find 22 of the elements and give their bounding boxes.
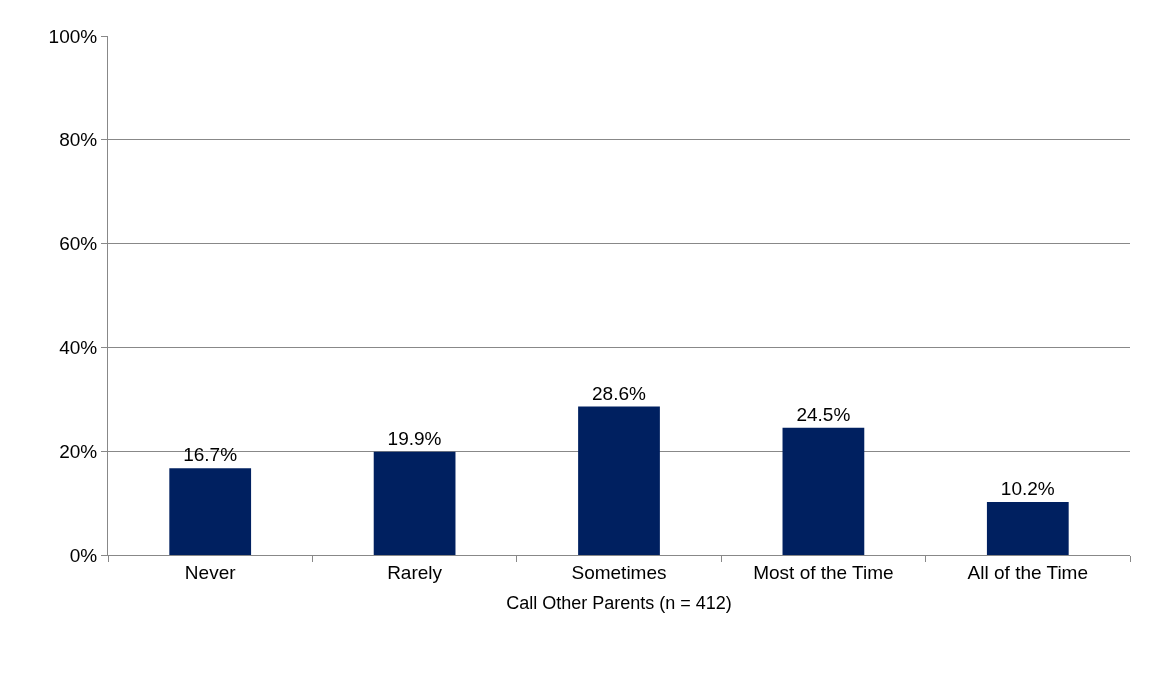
data-label: 16.7% (183, 444, 238, 466)
bar (578, 406, 660, 555)
y-tick-label: 40% (59, 337, 98, 359)
bar (986, 502, 1069, 555)
data-label: 19.9% (387, 427, 442, 449)
y-tick-label: 0% (69, 544, 98, 566)
bar (782, 427, 865, 555)
data-label: 24.5% (796, 403, 851, 425)
y-tick-label: 20% (59, 440, 98, 462)
data-label: 28.6% (592, 382, 646, 404)
y-tick-label: 60% (59, 233, 98, 255)
data-label: 10.2% (1000, 478, 1055, 500)
x-tick-label: Rarely (387, 561, 443, 583)
y-tick-label: 100% (48, 25, 98, 47)
x-tick-label: Never (184, 561, 237, 583)
x-tick-label: All of the Time (967, 561, 1088, 583)
x-axis-title: Call Other Parents (n = 412) (506, 592, 732, 613)
x-tick-label: Most of the Time (753, 561, 894, 583)
bar (169, 468, 252, 555)
bar (373, 451, 456, 555)
x-tick-label: Sometimes (571, 561, 667, 583)
y-tick-label: 80% (59, 129, 98, 151)
